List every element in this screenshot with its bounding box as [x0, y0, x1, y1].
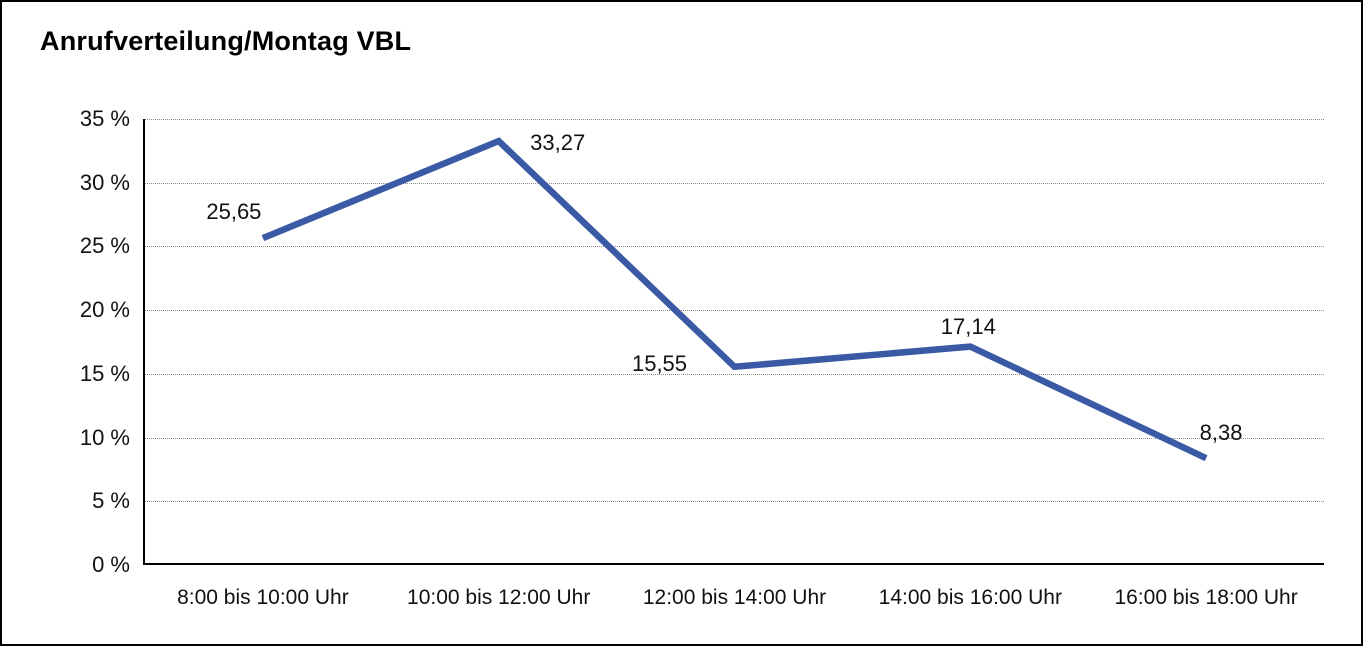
- data-point-label: 8,38: [1199, 420, 1243, 446]
- x-axis-category-label: 14:00 bis 16:00 Uhr: [878, 586, 1062, 609]
- y-axis-tick-label: 0 %: [92, 552, 130, 577]
- gridline: [145, 501, 1324, 503]
- gridline: [145, 119, 1324, 120]
- data-point-label: 17,14: [940, 313, 996, 339]
- y-axis-tick-label: 30 %: [79, 169, 130, 195]
- data-point-label: 25,65: [206, 199, 262, 225]
- y-axis-tick-label: 35 %: [79, 106, 130, 131]
- gridline: [145, 310, 1324, 312]
- x-axis-line: [143, 563, 1324, 565]
- y-axis-tick-label: 5 %: [92, 488, 130, 514]
- y-axis-tick-label: 10 %: [79, 424, 130, 450]
- data-series-line: [261, 137, 1208, 462]
- y-axis-tick-label: 25 %: [79, 233, 130, 259]
- y-axis-tick-label: 20 %: [79, 297, 130, 323]
- data-point-label: 15,55: [631, 350, 688, 376]
- gridline: [145, 246, 1324, 248]
- gridline: [145, 182, 1324, 184]
- x-axis-category-label: 12:00 bis 14:00 Uhr: [642, 586, 827, 609]
- y-axis-tick-label: 15 %: [79, 360, 130, 386]
- x-axis-category-label: 8:00 bis 10:00 Uhr: [177, 586, 349, 609]
- x-axis-category-label: 10:00 bis 12:00 Uhr: [407, 586, 591, 609]
- y-axis-line: [143, 119, 145, 565]
- data-point-label: 33,27: [530, 130, 586, 156]
- gridline: [145, 373, 1324, 375]
- line-series-svg: [261, 137, 1208, 462]
- chart-title: Anrufverteilung/Montag VBL: [40, 26, 412, 56]
- x-axis-category-label: 16:00 bis 18:00 Uhr: [1114, 586, 1298, 609]
- gridline: [145, 437, 1324, 439]
